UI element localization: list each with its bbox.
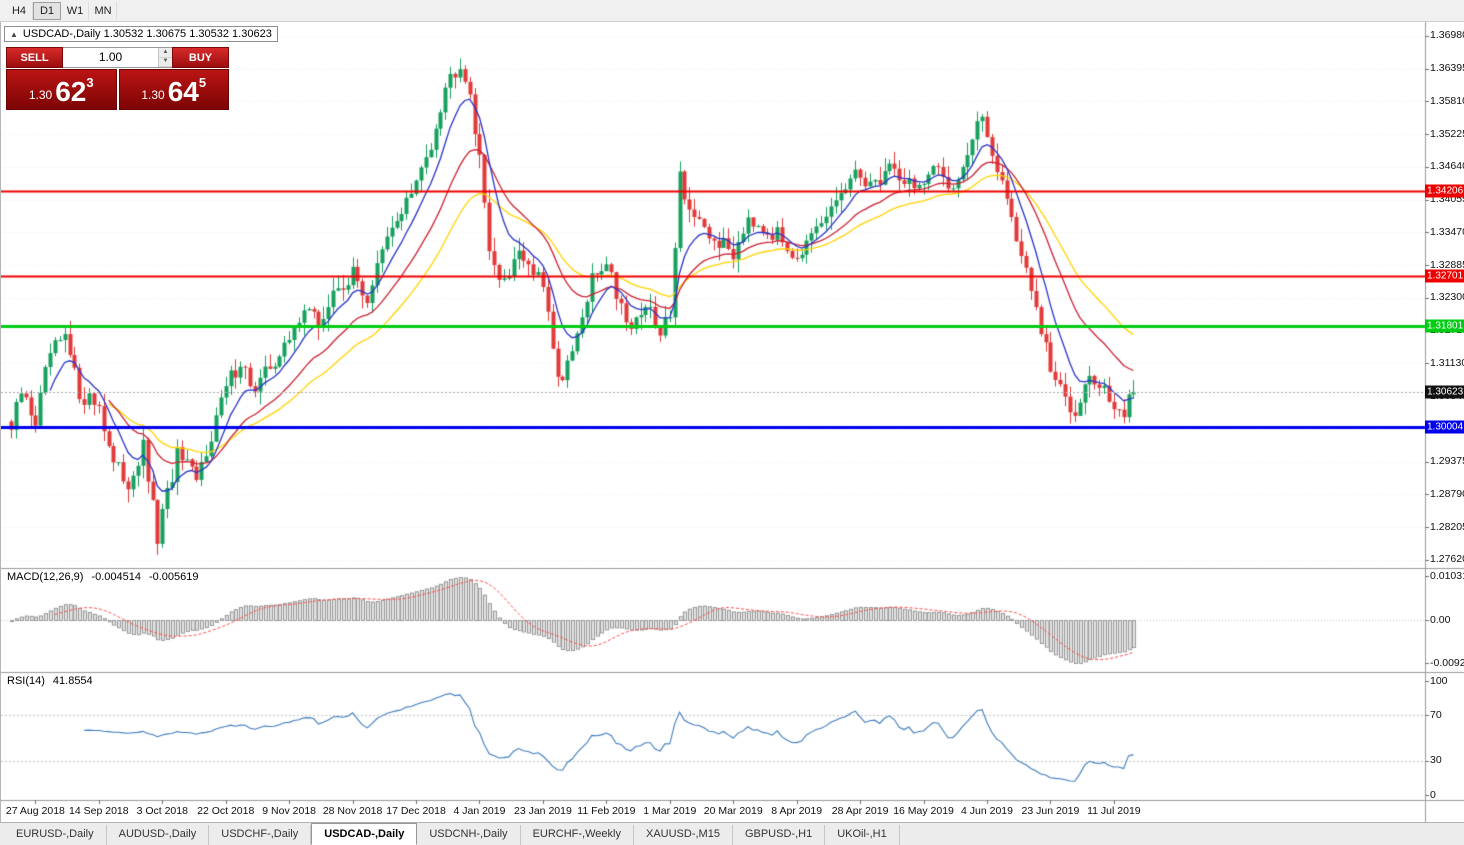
sell-price-prefix: 1.30 [28, 88, 53, 102]
sell-price-pips: 62 [55, 76, 87, 107]
price-level-badge: 1.32701 [1425, 269, 1464, 283]
macd-value-main: -0.004514 [91, 571, 141, 583]
rsi-indicator-label: RSI(14) 41.8554 [7, 675, 93, 687]
volume-value[interactable]: 1.00 [98, 50, 123, 64]
buy-button[interactable]: BUY [172, 47, 229, 68]
symbol-ohlc-readout: ▲ USDCAD-,Daily 1.30532 1.30675 1.30532 … [4, 26, 278, 42]
buy-price-display[interactable]: 1.30 64 5 [118, 69, 229, 110]
tab-audusd-daily[interactable]: AUDUSD-,Daily [107, 825, 210, 845]
price-level-badge: 1.30004 [1425, 420, 1464, 434]
buy-price-prefix: 1.30 [141, 88, 165, 102]
sell-button[interactable]: SELL [6, 47, 63, 68]
volume-down-button[interactable]: ▼ [159, 57, 172, 67]
tab-usdchf-daily[interactable]: USDCHF-,Daily [209, 825, 312, 845]
price-level-badge: 1.31801 [1425, 319, 1464, 333]
rsi-value: 41.8554 [52, 675, 93, 687]
one-click-trade-panel: SELL 1.00 ▲ ▼ BUY 1.30 62 3 1.30 64 5 [6, 47, 229, 110]
symbol-ohlc-text: USDCAD-,Daily 1.30532 1.30675 1.30532 1.… [22, 28, 272, 40]
macd-indicator-label: MACD(12,26,9) -0.004514 -0.005619 [7, 571, 199, 583]
collapse-panel-arrow-icon[interactable]: ▲ [10, 29, 18, 39]
timeframe-toolbar: H4 D1 W1 MN [0, 0, 1464, 22]
timeframe-d1-button[interactable]: D1 [33, 1, 61, 20]
tab-ukoil-h1[interactable]: UKOil-,H1 [825, 825, 900, 845]
volume-field[interactable]: 1.00 ▲ ▼ [63, 47, 172, 68]
rsi-title: RSI(14) [7, 675, 45, 687]
volume-up-button[interactable]: ▲ [159, 48, 172, 58]
chart-tab-bar: EURUSD-,Daily AUDUSD-,Daily USDCHF-,Dail… [0, 822, 1464, 845]
sell-price-display[interactable]: 1.30 62 3 [6, 69, 117, 110]
price-level-badge: 1.34206 [1425, 184, 1464, 198]
tab-eurusd-daily[interactable]: EURUSD-,Daily [4, 825, 107, 845]
tab-gbpusd-h1[interactable]: GBPUSD-,H1 [733, 825, 826, 845]
buy-price-point: 5 [198, 75, 207, 90]
timeframe-mn-button[interactable]: MN [89, 1, 117, 20]
tab-eurchf-weekly[interactable]: EURCHF-,Weekly [521, 825, 634, 845]
current-price-badge: 1.30623 [1425, 385, 1464, 399]
chart-region[interactable]: ▲ USDCAD-,Daily 1.30532 1.30675 1.30532 … [0, 22, 1464, 822]
timeframe-w1-button[interactable]: W1 [61, 1, 89, 20]
sell-price-point: 3 [86, 75, 94, 90]
tab-usdcnh-daily[interactable]: USDCNH-,Daily [417, 825, 521, 845]
price-chart-canvas[interactable] [1, 22, 1464, 822]
tab-usdcad-daily[interactable]: USDCAD-,Daily [311, 823, 418, 845]
timeframe-h4-button[interactable]: H4 [5, 1, 33, 20]
macd-title: MACD(12,26,9) [7, 571, 84, 583]
macd-value-signal: -0.005619 [148, 571, 199, 583]
tab-xauusd-m15[interactable]: XAUUSD-,M15 [634, 825, 733, 845]
volume-spinner: ▲ ▼ [158, 48, 172, 67]
buy-price-pips: 64 [167, 76, 199, 107]
